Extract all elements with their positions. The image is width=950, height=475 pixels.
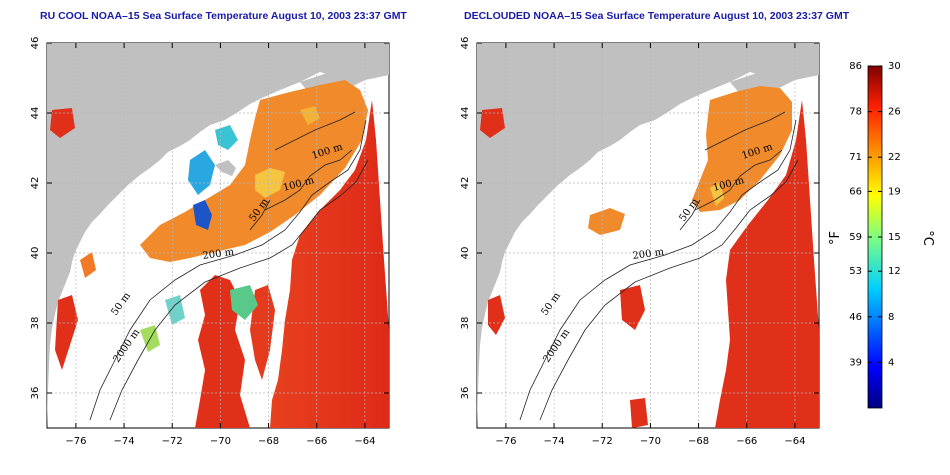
y-tick-label: 42: [460, 177, 471, 190]
graticule: [47, 43, 389, 428]
shelf-yellow: [300, 106, 320, 125]
celsius-tick-label: 22: [888, 152, 901, 163]
celsius-tick-label: 15: [888, 232, 901, 243]
celsius-unit-label: °C: [920, 230, 935, 246]
contour-label: 200 m: [632, 247, 665, 262]
contour-label: 200 m: [202, 247, 235, 262]
x-tick-label: −70: [210, 436, 231, 447]
coastal-warm: [480, 108, 505, 138]
shelf-orange: [588, 208, 625, 235]
fahrenheit-tick-label: 59: [849, 232, 862, 243]
y-tick-label: 36: [30, 387, 41, 400]
cool-patch: [165, 295, 185, 325]
x-tick-label: −76: [495, 436, 516, 447]
cool-patch: [193, 200, 212, 230]
fahrenheit-tick-label: 53: [849, 266, 862, 277]
shelf-yellow: [255, 168, 285, 198]
graticule: [477, 43, 819, 428]
cool-patch: [188, 150, 215, 195]
fahrenheit-unit-label: °F: [828, 231, 843, 245]
celsius-tick-label: 26: [888, 107, 901, 118]
fahrenheit-tick-label: 78: [849, 107, 862, 118]
celsius-tick-label: 30: [888, 61, 901, 72]
y-tick-label: 42: [30, 177, 41, 190]
fahrenheit-tick-label: 71: [849, 152, 862, 163]
coastal-warm: [488, 295, 505, 335]
land-mass: [47, 43, 389, 428]
x-tick-label: −74: [544, 436, 565, 447]
bathymetry-contours: [519, 111, 799, 421]
x-tick-label: −70: [640, 436, 661, 447]
coastal-warm: [80, 252, 96, 278]
x-tick-label: −68: [258, 436, 279, 447]
y-tick-label: 46: [460, 37, 471, 50]
gulf-stream-warm: [270, 100, 389, 428]
y-tick-label: 36: [460, 387, 471, 400]
shelf-orange: [692, 86, 792, 212]
fahrenheit-tick-label: 39: [849, 357, 862, 368]
fahrenheit-tick-label: 46: [849, 312, 862, 323]
x-tick-label: −66: [736, 436, 757, 447]
fahrenheit-tick-label: 66: [849, 186, 862, 197]
celsius-tick-label: 8: [888, 312, 894, 323]
warm-patch: [630, 398, 648, 428]
y-tick-label: 46: [30, 37, 41, 50]
sst-map-cool: 100 m 100 m 50 m 200 m 50 m 2000 m −76 −7…: [30, 37, 390, 447]
celsius-tick-label: 12: [888, 266, 901, 277]
coastal-warm: [50, 108, 75, 138]
x-tick-label: −66: [306, 436, 327, 447]
y-tick-label: 44: [460, 107, 471, 120]
warm-patch: [620, 285, 645, 330]
x-tick-label: −72: [592, 436, 613, 447]
axis-ticks: −76 −74 −72 −70 −68 −66 −64 36 38 40 42 44 46: [460, 37, 819, 447]
celsius-tick-label: 4: [888, 357, 894, 368]
y-tick-label: 44: [30, 107, 41, 120]
sst-map-declouded: 100 m 100 m 50 m 200 m 50 m 2000 m −76 −7…: [460, 37, 820, 447]
map-title-left: RU COOL NOAA–15 Sea Surface Temperature …: [40, 10, 407, 22]
axis-ticks: −76 −74 −72 −70 −68 −66 −64 36 38 40 42 44 46: [30, 37, 389, 447]
x-tick-label: −64: [354, 436, 375, 447]
y-tick-label: 40: [30, 247, 41, 260]
y-tick-label: 40: [460, 247, 471, 260]
y-tick-label: 38: [460, 317, 471, 330]
map-title-right: DECLOUDED NOAA–15 Sea Surface Temperatur…: [464, 10, 850, 22]
temperature-colorbar: 86 30 78 26 71 22 66 19 59 15 53 12 46 8 39 4 °F °C: [828, 61, 935, 409]
bathymetry-contours: [89, 111, 369, 421]
gulf-stream-warm: [715, 100, 819, 428]
x-tick-label: −72: [162, 436, 183, 447]
land-mass: [477, 43, 819, 428]
x-tick-label: −74: [114, 436, 135, 447]
shelf-yellow: [710, 182, 724, 206]
celsius-tick-label: 19: [888, 186, 901, 197]
cool-patch: [230, 285, 258, 320]
x-tick-label: −76: [65, 436, 86, 447]
x-tick-label: −64: [784, 436, 805, 447]
coastal-warm: [55, 295, 78, 370]
fahrenheit-tick-label: 86: [849, 61, 862, 72]
y-tick-label: 38: [30, 317, 41, 330]
x-tick-label: −68: [688, 436, 709, 447]
